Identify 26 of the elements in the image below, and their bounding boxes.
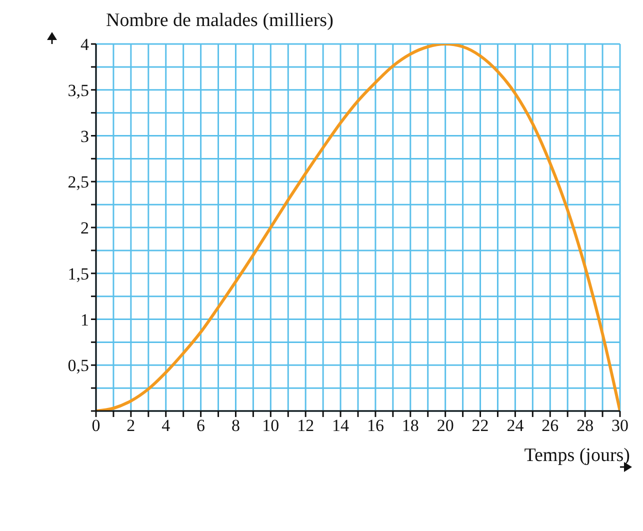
y-tick-label: 3 bbox=[80, 126, 89, 146]
y-tick-label: 0,5 bbox=[68, 356, 89, 376]
x-tick-label: 14 bbox=[332, 416, 350, 436]
x-axis-title: Temps (jours) bbox=[524, 445, 630, 466]
y-tick-label: 3,5 bbox=[68, 80, 89, 100]
x-tick-label: 4 bbox=[162, 416, 171, 436]
x-tick-label: 16 bbox=[366, 416, 384, 436]
x-tick-label: 26 bbox=[542, 416, 559, 436]
x-tick-label: 18 bbox=[402, 416, 419, 436]
y-tick-label: 1,5 bbox=[68, 264, 89, 284]
x-tick-label: 8 bbox=[231, 416, 240, 436]
x-tick-label: 0 bbox=[92, 416, 100, 436]
y-tick-label: 2 bbox=[80, 218, 89, 238]
x-tick-label: 28 bbox=[576, 416, 594, 436]
x-tick-label: 2 bbox=[126, 416, 136, 436]
y-tick-label: 1 bbox=[80, 310, 89, 330]
x-tick-label: 12 bbox=[297, 416, 314, 436]
y-tick-label: 2,5 bbox=[68, 172, 89, 192]
x-tick-label: 6 bbox=[196, 416, 206, 436]
x-tick-label: 24 bbox=[506, 416, 524, 436]
x-tick-label: 20 bbox=[436, 416, 454, 436]
y-tick-label: 4 bbox=[80, 35, 90, 54]
y-axis-title: Nombre de malades (milliers) bbox=[106, 10, 334, 31]
x-tick-label: 30 bbox=[612, 416, 628, 436]
x-tick-label: 22 bbox=[472, 416, 489, 436]
x-tick-label: 10 bbox=[262, 416, 280, 436]
